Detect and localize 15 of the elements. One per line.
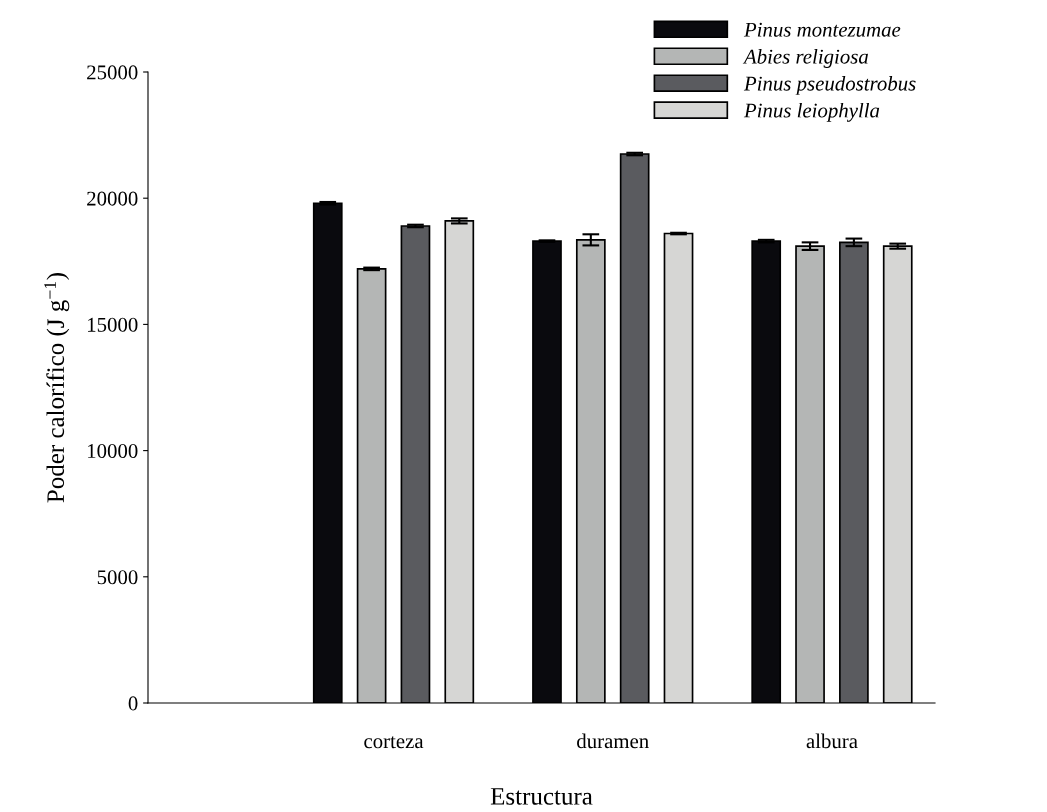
legend-label: Pinus pseudostrobus (743, 75, 916, 95)
y-tick-label: 5000 (97, 570, 138, 585)
x-tick-label: corteza (364, 736, 424, 749)
y-axis-title: Poder calorífico (J g$^{−1}$) (44, 273, 70, 503)
y-tick-label: 20000 (87, 191, 138, 206)
x-tick-label: albura (806, 733, 858, 749)
y-tick-label: 15000 (88, 317, 138, 332)
y-tick-label: 10000 (88, 443, 138, 459)
x-axis-title: Estructura (490, 788, 593, 805)
legend-label: Abies religiosa (742, 49, 868, 68)
y-tick-label: 25000 (87, 65, 138, 80)
legend-label: Pinus montezumae (743, 22, 901, 37)
x-tick-label: duramen (577, 733, 649, 749)
legend-label: Pinus leiophylla (743, 102, 880, 122)
y-tick-label: 0 (128, 696, 138, 711)
